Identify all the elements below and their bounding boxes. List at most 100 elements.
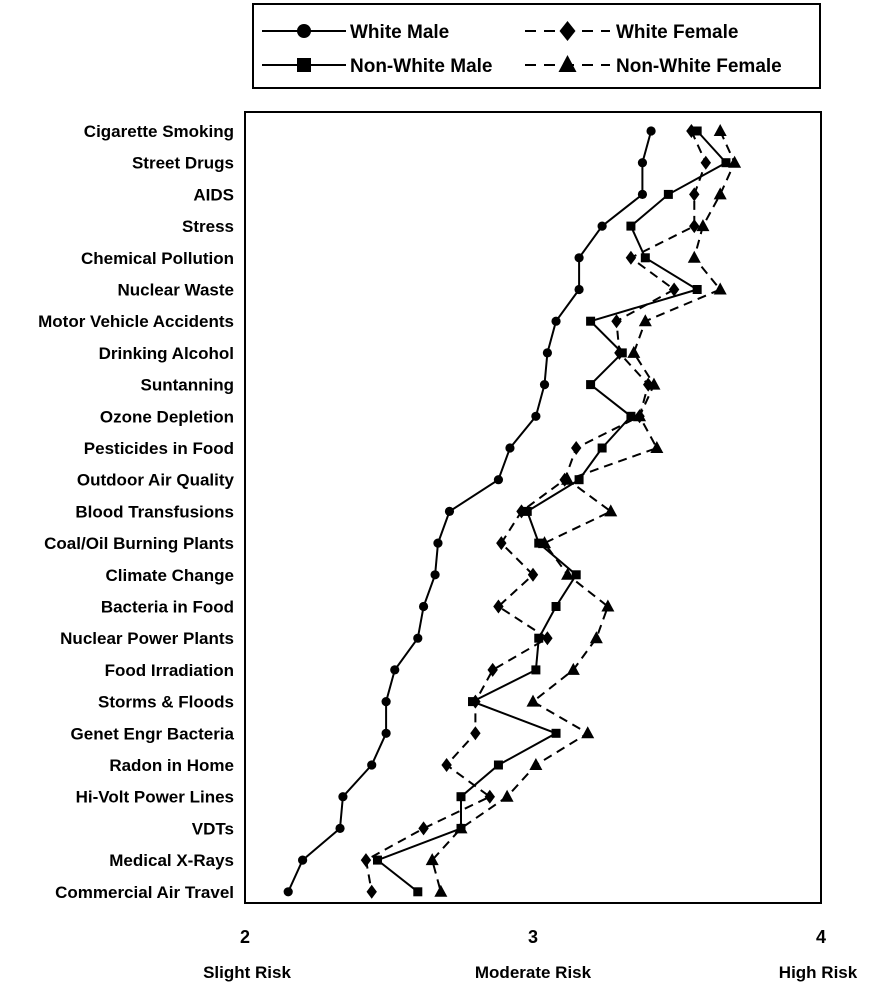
point-non-white-male-coal-oil-burning-plants <box>534 538 544 548</box>
point-non-white-male-genet-engr-bacteria <box>551 728 561 738</box>
point-white-male-motor-vehicle-accidents <box>551 316 561 326</box>
series-line-non-white-male <box>375 130 728 893</box>
point-white-female-radon-in-home <box>441 758 452 772</box>
point-white-female-medical-x-rays <box>360 853 372 868</box>
point-non-white-male-stress <box>626 221 636 231</box>
series-non-white-female <box>425 124 742 897</box>
category-label-drinking-alcohol: Drinking Alcohol <box>99 344 234 363</box>
point-non-white-female-stress <box>696 219 710 232</box>
category-label-medical-x-rays: Medical X-Rays <box>109 851 234 870</box>
point-white-female-commercial-air-travel <box>366 884 377 899</box>
point-non-white-female-genet-engr-bacteria <box>581 726 595 739</box>
point-white-female-motor-vehicle-accidents <box>611 314 622 329</box>
point-non-white-female-medical-x-rays <box>425 853 439 866</box>
category-label-pesticides-in-food: Pesticides in Food <box>84 439 234 458</box>
point-white-male-storms-floods <box>381 697 391 707</box>
category-label-suntanning: Suntanning <box>141 376 234 395</box>
point-white-male-street-drugs <box>637 158 648 168</box>
legend: White Male White Female Non-White Male Non-… <box>252 3 821 89</box>
point-non-white-female-bacteria-in-food <box>601 599 615 612</box>
point-non-white-female-street-drugs <box>728 155 742 168</box>
legend-marker-white-female <box>559 21 576 41</box>
risk-level-label-slight-risk: Slight Risk <box>203 963 291 982</box>
category-label-motor-vehicle-accidents: Motor Vehicle Accidents <box>38 312 234 331</box>
series-white-female <box>360 124 711 899</box>
point-non-white-female-commercial-air-travel <box>434 884 448 897</box>
point-white-female-suntanning <box>643 377 654 392</box>
legend-entry-non-white-female: Non-White Female <box>525 55 782 77</box>
point-non-white-male-ozone-depletion <box>626 411 636 421</box>
point-non-white-male-drinking-alcohol <box>617 348 627 358</box>
point-non-white-female-outdoor-air-quality <box>561 472 575 485</box>
point-white-male-aids <box>637 189 648 199</box>
point-white-female-coal-oil-burning-plants <box>496 536 507 551</box>
category-label-aids: AIDS <box>193 185 234 204</box>
series-line-white-male <box>287 130 653 893</box>
point-white-male-bacteria-in-food <box>418 601 429 612</box>
legend-entry-white-male: White Male <box>262 22 449 43</box>
point-non-white-female-food-irradiation <box>566 662 580 675</box>
point-non-white-male-climate-change <box>571 570 581 580</box>
category-label-storms-floods: Storms & Floods <box>98 693 234 712</box>
point-white-female-chemical-pollution <box>625 250 637 265</box>
category-label-genet-engr-bacteria: Genet Engr Bacteria <box>71 724 235 743</box>
point-non-white-female-motor-vehicle-accidents <box>638 314 652 327</box>
point-white-female-stress <box>689 219 700 234</box>
point-non-white-female-blood-transfusions <box>604 504 618 517</box>
point-white-male-medical-x-rays <box>298 855 308 865</box>
category-label-nuclear-waste: Nuclear Waste <box>117 281 234 300</box>
point-white-male-outdoor-air-quality <box>493 475 504 485</box>
point-non-white-female-vdts <box>454 821 468 834</box>
point-white-male-hi-volt-power-lines <box>338 792 348 802</box>
category-label-outdoor-air-quality: Outdoor Air Quality <box>77 471 235 490</box>
legend-marker-non-white-male <box>297 58 311 72</box>
series-line-white-female <box>364 130 707 892</box>
category-label-hi-volt-power-lines: Hi-Volt Power Lines <box>76 788 234 807</box>
risk-level-label-high-risk: High Risk <box>779 963 858 982</box>
point-white-female-pesticides-in-food <box>571 441 582 455</box>
point-white-female-nuclear-power-plants <box>542 631 553 646</box>
series-line-non-white-female <box>431 130 736 893</box>
legend-label-non-white-female: Non-White Female <box>616 56 782 77</box>
point-white-male-coal-oil-burning-plants <box>433 538 443 548</box>
point-white-female-nuclear-waste <box>668 282 680 297</box>
point-white-female-blood-transfusions <box>516 504 527 519</box>
point-non-white-female-ozone-depletion <box>633 409 647 422</box>
point-non-white-female-storms-floods <box>526 694 540 707</box>
point-white-male-drinking-alcohol <box>542 348 553 358</box>
point-white-male-chemical-pollution <box>574 253 584 263</box>
x-tick-label-3: 3 <box>528 927 538 947</box>
point-non-white-female-pesticides-in-food <box>650 441 664 453</box>
point-non-white-male-bacteria-in-food <box>551 602 561 611</box>
point-white-female-vdts <box>418 821 429 836</box>
point-white-male-food-irradiation <box>390 665 400 675</box>
point-non-white-male-radon-in-home <box>493 760 503 770</box>
legend-marker-white-male <box>297 24 311 38</box>
point-non-white-female-hi-volt-power-lines <box>500 789 514 802</box>
point-non-white-female-cigarette-smoking <box>713 124 727 136</box>
point-non-white-male-commercial-air-travel <box>413 887 423 897</box>
point-white-male-cigarette-smoking <box>646 126 656 136</box>
point-non-white-female-nuclear-power-plants <box>589 631 603 644</box>
point-non-white-female-aids <box>713 187 727 200</box>
category-label-radon-in-home: Radon in Home <box>109 756 234 775</box>
point-non-white-female-climate-change <box>561 567 575 580</box>
category-labels: Cigarette Smoking Street Drugs AIDS Stress C… <box>38 122 234 902</box>
category-label-commercial-air-travel: Commercial Air Travel <box>55 883 234 902</box>
x-axis: 2 3 4 Slight Risk Moderate Risk High Risk <box>203 927 858 982</box>
point-non-white-male-food-irradiation <box>531 665 541 675</box>
point-non-white-male-hi-volt-power-lines <box>456 792 466 802</box>
legend-entry-white-female: White Female <box>525 21 738 43</box>
point-white-female-hi-volt-power-lines <box>484 789 495 804</box>
legend-entry-non-white-male: Non-White Male <box>262 56 493 77</box>
point-non-white-female-radon-in-home <box>529 758 543 770</box>
category-label-stress: Stress <box>182 217 234 236</box>
point-non-white-female-coal-oil-burning-plants <box>538 536 552 549</box>
category-label-bacteria-in-food: Bacteria in Food <box>101 598 234 617</box>
category-label-coal-oil-burning-plants: Coal/Oil Burning Plants <box>44 534 234 553</box>
category-label-nuclear-power-plants: Nuclear Power Plants <box>60 629 234 648</box>
x-tick-label-4: 4 <box>816 927 826 947</box>
point-white-male-vdts <box>335 823 345 834</box>
point-non-white-male-aids <box>663 189 673 199</box>
